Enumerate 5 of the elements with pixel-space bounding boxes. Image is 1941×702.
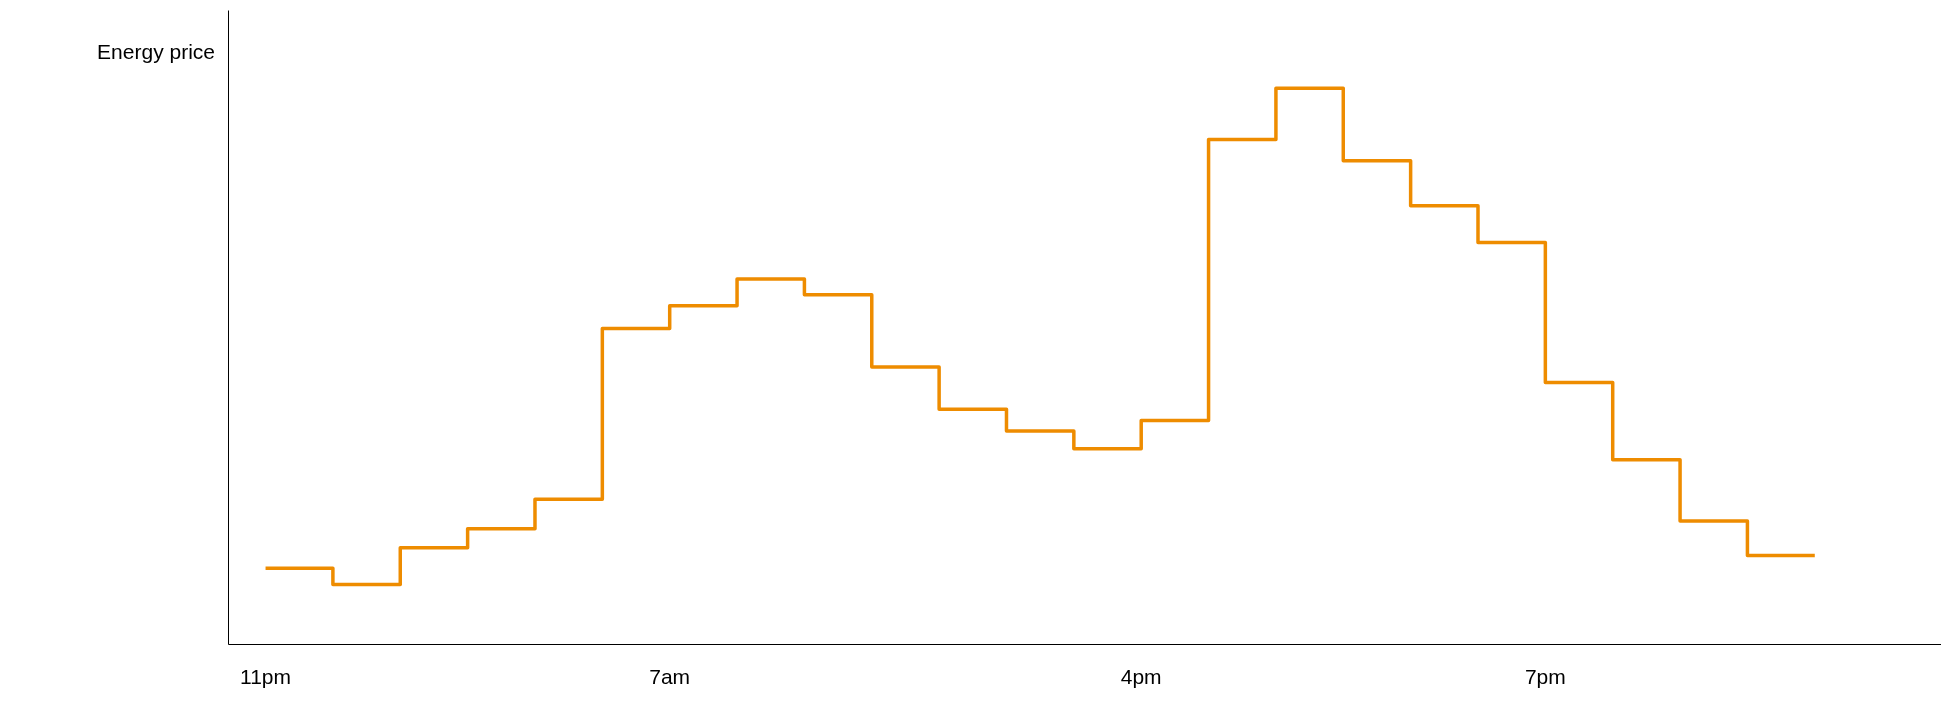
x-tick-label: 7pm xyxy=(1524,664,1566,688)
x-tick-label: 4pm xyxy=(1120,664,1162,688)
x-tick-label: 7am xyxy=(649,664,691,688)
y-axis-title: Energy price xyxy=(97,39,215,65)
x-tick-label: 11pm xyxy=(240,664,292,688)
